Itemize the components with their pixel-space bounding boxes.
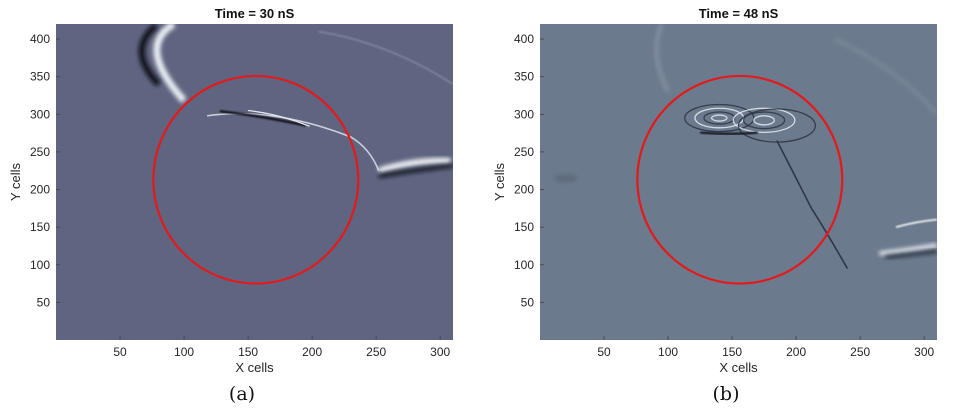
heatmap-chart-a: Time = 30 nS 50 100 150 200 250 300 50 100 150 200… [8, 6, 453, 375]
heatmap-field [540, 24, 937, 340]
y-tick-label: 350 [514, 70, 534, 84]
wavefront-faint-2 [833, 37, 937, 116]
y-tick-label: 50 [37, 295, 51, 309]
x-tick-label: 100 [658, 345, 678, 359]
y-tick-label: 200 [514, 183, 534, 197]
wavefront-main-dark [219, 110, 306, 127]
y-tick-label: 150 [514, 220, 534, 234]
y-tick-label: 150 [30, 220, 50, 234]
wavefront-faint-1 [655, 24, 670, 93]
y-axis-label: Y cells [492, 162, 507, 201]
wavefront-features [553, 24, 937, 269]
scatter-ring [710, 114, 728, 122]
wavefront-right-dark [885, 249, 937, 259]
overlay-ellipse [152, 74, 360, 285]
chart-panel-a: Time = 30 nS 50 100 150 200 250 300 50 100 150 200… [8, 6, 453, 405]
y-tick-label: 400 [30, 32, 50, 46]
y-tick-label: 200 [30, 183, 50, 197]
caption-a: (a) [228, 383, 256, 405]
overlay-ellipse [636, 74, 844, 285]
x-tick-label: 300 [914, 345, 934, 359]
heatmap-field [56, 24, 453, 340]
y-tick-label: 50 [521, 295, 535, 309]
y-tick-label: 250 [30, 145, 50, 159]
y-tick-label: 300 [30, 107, 50, 121]
scatter-ring [753, 115, 776, 126]
wavefront-faint-blob [553, 174, 578, 183]
y-tick-label: 350 [30, 70, 50, 84]
x-tick-label: 50 [597, 345, 611, 359]
wavefront-right-faint [895, 218, 937, 229]
y-tick-label: 400 [514, 32, 534, 46]
wavefront-right-light [879, 243, 937, 256]
wavefront-crescent-dark [138, 24, 161, 87]
wavefront-right-light [377, 157, 451, 174]
x-tick-label: 200 [302, 345, 322, 359]
scatter-ring [703, 111, 736, 125]
x-tick-label: 300 [430, 345, 450, 359]
y-tick-label: 100 [514, 258, 534, 272]
x-axis-label: X cells [719, 360, 758, 375]
heatmap-chart-b: Time = 48 nS 50 100 150 200 250 300 50 100 150 200… [492, 6, 937, 375]
wavefront-right-dark [378, 163, 453, 178]
y-axis-label: Y cells [8, 162, 23, 201]
x-tick-label: 150 [238, 345, 258, 359]
wavefront-features [138, 24, 453, 178]
y-tick-label: 250 [514, 145, 534, 159]
y-tick-label: 100 [30, 258, 50, 272]
scatter-ring [742, 111, 786, 130]
x-tick-label: 250 [366, 345, 386, 359]
x-tick-label: 100 [174, 345, 194, 359]
x-tick-label: 250 [850, 345, 870, 359]
wavefront-descending [776, 140, 849, 269]
chart-title: Time = 48 nS [699, 6, 779, 21]
x-tick-label: 150 [722, 345, 742, 359]
x-tick-label: 200 [786, 345, 806, 359]
x-axis-label: X cells [235, 360, 274, 375]
scatter-ring [732, 107, 796, 133]
y-tick-label: 300 [514, 107, 534, 121]
scatter-dark-band [699, 131, 758, 136]
chart-title: Time = 30 nS [215, 6, 295, 21]
caption-b: (b) [712, 383, 740, 405]
chart-panel-b: Time = 48 nS 50 100 150 200 250 300 50 100 150 200… [484, 0, 968, 417]
wavefront-crescent-light [153, 24, 187, 104]
wavefront-faint-1 [318, 30, 453, 86]
x-tick-label: 50 [113, 345, 127, 359]
scatter-ring [684, 103, 755, 133]
wavefront-main-highlight [248, 109, 310, 127]
